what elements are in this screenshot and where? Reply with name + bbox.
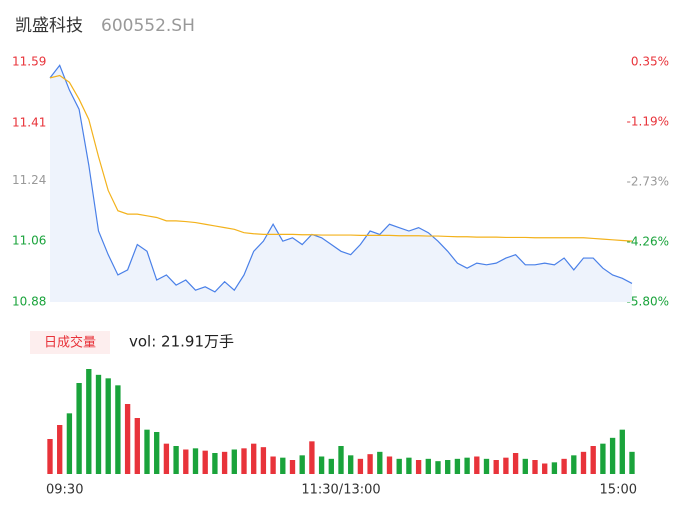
y-tick-label: 11.24: [12, 173, 46, 187]
y2-tick-label: -4.26%: [627, 234, 669, 248]
volume-bar: [192, 448, 199, 474]
volume-bar: [561, 458, 567, 474]
volume-bar: [445, 460, 451, 474]
volume-bar: [396, 458, 402, 474]
volume-bar: [328, 458, 334, 474]
volume-bar: [532, 460, 538, 474]
volume-bar: [590, 446, 596, 474]
y2-tick-label: -1.19%: [627, 115, 669, 129]
volume-bar: [425, 458, 431, 474]
volume-bar: [571, 455, 577, 474]
volume-bar: [241, 448, 247, 474]
y2-tick-label: -2.73%: [627, 175, 669, 189]
stock-code: 600552.SH: [101, 16, 195, 36]
volume-bar: [86, 369, 92, 474]
volume-bar: [163, 443, 170, 474]
volume-bar: [415, 460, 422, 474]
volume-button[interactable]: 日成交量: [44, 335, 96, 351]
x-tick-label: 09:30: [46, 483, 83, 498]
x-tick-label: 15:00: [600, 483, 637, 498]
volume-bar: [503, 457, 509, 474]
avg-line: [49, 74, 633, 242]
volume-bar: [231, 449, 237, 474]
volume-bar: [173, 446, 179, 474]
volume-bar: [357, 458, 364, 474]
volume-bar: [134, 418, 140, 474]
volume-bar: [435, 461, 441, 474]
volume-label: vol: 21.91万手: [129, 333, 234, 351]
volume-bar: [309, 441, 315, 474]
price-area: [50, 65, 632, 302]
volume-bar: [76, 383, 82, 474]
stock-name: 凯盛科技: [15, 16, 83, 36]
volume-bar: [47, 439, 53, 474]
volume-bar: [338, 446, 344, 474]
volume-bar: [377, 451, 383, 474]
volume-bar: [551, 462, 558, 474]
volume-bar: [580, 451, 587, 474]
volume-bar: [542, 463, 548, 474]
volume-bar: [367, 454, 373, 474]
volume-bar: [609, 437, 616, 474]
volume-bar: [260, 447, 267, 474]
volume-bar: [299, 455, 305, 474]
volume-bar: [124, 404, 131, 474]
volume-bar: [483, 458, 490, 474]
volume-bar: [386, 456, 393, 474]
volume-button-bg[interactable]: [30, 331, 110, 354]
volume-bar: [221, 451, 228, 474]
volume-bar: [619, 429, 625, 474]
y-tick-label: 10.88: [12, 295, 46, 309]
y-tick-label: 11.59: [12, 55, 46, 69]
volume-bar: [289, 460, 296, 474]
volume-bar: [212, 453, 218, 474]
volume-bar: [522, 458, 528, 474]
volume-bar: [512, 453, 519, 474]
volume-bar: [154, 432, 160, 474]
volume-bar: [202, 450, 208, 474]
volume-bar: [144, 429, 150, 474]
y-tick-label: 11.41: [12, 115, 46, 129]
y2-tick-label: 0.35%: [631, 55, 669, 69]
volume-bar: [474, 456, 480, 474]
volume-bar: [454, 458, 461, 474]
x-tick-label: 11:30/13:00: [301, 483, 380, 498]
volume-bar: [57, 425, 63, 474]
y2-tick-label: -5.80%: [627, 295, 669, 309]
price-line: [49, 64, 633, 293]
volume-bar: [493, 460, 499, 474]
volume-bar: [115, 385, 121, 474]
volume-bar: [251, 443, 257, 474]
volume-bar: [270, 456, 276, 474]
volume-bar: [600, 443, 606, 474]
volume-bar: [66, 413, 73, 474]
volume-bar: [464, 457, 470, 474]
volume-bar: [629, 451, 635, 474]
volume-bar: [348, 455, 354, 474]
volume-bar: [318, 456, 325, 474]
volume-bar: [280, 457, 286, 474]
volume-bar: [95, 374, 102, 474]
volume-bar: [406, 457, 412, 474]
y-tick-label: 11.06: [12, 234, 46, 248]
volume-bar: [183, 449, 189, 474]
volume-bar: [105, 378, 111, 474]
